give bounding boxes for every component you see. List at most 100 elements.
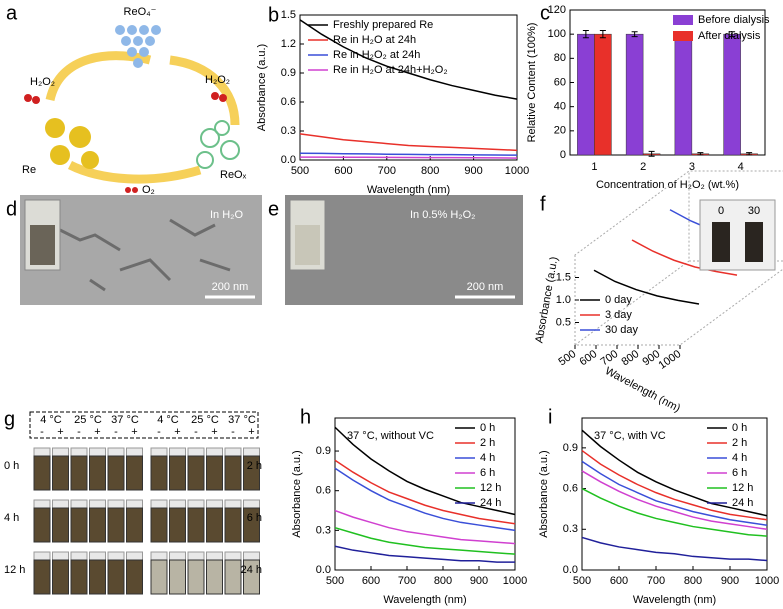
- plot-frame: [334, 417, 516, 571]
- legend-label: 2 h: [732, 437, 747, 449]
- sign-label: -: [194, 426, 198, 438]
- vial-body: [150, 455, 168, 491]
- x-tick-label: 800: [684, 575, 702, 587]
- temp-label: 37 °C: [111, 414, 139, 426]
- vial-body: [243, 455, 260, 491]
- sign-label: +: [57, 426, 63, 438]
- bar: [577, 33, 595, 156]
- sign-label: +: [211, 426, 217, 438]
- series-plane: [631, 239, 738, 276]
- x-axis-label: Wavelength (nm): [603, 365, 682, 415]
- temp-label: 25 °C: [191, 414, 219, 426]
- series-line: [581, 470, 768, 531]
- vial-body: [89, 455, 106, 491]
- vial-cap: [206, 499, 223, 509]
- y-tick-label: 0.6: [281, 96, 296, 108]
- panel-letter: c: [540, 2, 550, 24]
- y-tick-label: 1.2: [281, 38, 296, 50]
- vial-body: [89, 507, 106, 543]
- x-axis-label: Concentration of H₂O₂ (wt.%): [596, 179, 739, 191]
- x-tick-label: 700: [378, 165, 396, 177]
- y-tick-label: 80: [554, 52, 566, 64]
- scale-label: 200 nm: [212, 281, 249, 293]
- error-bar: [697, 152, 704, 156]
- vial-cap: [52, 551, 69, 561]
- y-tick-label: 60: [554, 76, 566, 88]
- label: ReO₄⁻: [124, 6, 157, 18]
- vial-cap: [169, 551, 186, 561]
- label: In 0.5% H₂O₂: [410, 209, 475, 221]
- y-tick-label: 40: [554, 101, 566, 113]
- series-line: [581, 429, 768, 517]
- scale-label: 200 nm: [467, 281, 504, 293]
- legend-label: Before dialysis: [698, 14, 770, 26]
- series-line: [299, 152, 518, 156]
- temp-label: 37 °C: [228, 414, 256, 426]
- legend-label: Re in H₂O₂ at 24h: [333, 49, 420, 61]
- legend-label: 4 h: [480, 452, 495, 464]
- vial-cap: [224, 447, 242, 457]
- vial-body: [52, 455, 69, 491]
- series-line: [581, 536, 768, 562]
- y-tick-label: 120: [548, 4, 566, 16]
- legend-label: Re in H₂O at 24h+H₂O₂: [333, 64, 448, 76]
- y-tick-label: 0.3: [316, 524, 331, 536]
- sign-label: +: [94, 426, 100, 438]
- series-line: [581, 460, 768, 526]
- vial-cap: [243, 447, 260, 457]
- vial-cap: [70, 499, 88, 509]
- vial-body: [33, 455, 51, 491]
- vial-body: [224, 455, 242, 491]
- vial-body: [224, 559, 242, 595]
- x-tick-label: 500: [291, 165, 309, 177]
- sign-label: -: [157, 426, 161, 438]
- vial-body: [206, 507, 223, 543]
- legend-label: 24 h: [480, 497, 501, 509]
- vial-body: [169, 507, 186, 543]
- vial-body: [52, 507, 69, 543]
- panel-letter: b: [268, 4, 279, 26]
- vial: [745, 222, 763, 262]
- x-tick-label: 600: [610, 575, 628, 587]
- y-tick-label: 1.0: [556, 294, 571, 306]
- vial-cap: [126, 499, 143, 509]
- y-tick-label: 1.5: [281, 9, 296, 21]
- legend-label: 30 day: [605, 324, 639, 336]
- y-tick-label: 0.9: [281, 67, 296, 79]
- x-tick-label: 1000: [505, 165, 529, 177]
- vial-body: [126, 559, 143, 595]
- vial-cap: [52, 499, 69, 509]
- vial-cap: [150, 551, 168, 561]
- vial-body: [169, 455, 186, 491]
- vial-body: [187, 507, 205, 543]
- x-tick-label: 800: [619, 348, 641, 368]
- y-tick-label: 0.3: [563, 523, 578, 535]
- plot-frame: [299, 14, 518, 161]
- y-tick-label: 1.5: [556, 271, 571, 283]
- vial-cap: [169, 447, 186, 457]
- y-tick-label: 0.9: [316, 445, 331, 457]
- series-line: [299, 19, 518, 100]
- x-tick-label: 700: [647, 575, 665, 587]
- vial-cap: [33, 499, 51, 509]
- vial-cap: [107, 551, 125, 561]
- time-label: 24 h: [241, 564, 262, 576]
- series-line: [334, 459, 516, 525]
- bar: [594, 33, 612, 156]
- legend-label: 6 h: [732, 467, 747, 479]
- vial-body: [150, 559, 168, 595]
- label: In H₂O: [210, 209, 243, 221]
- x-tick-label: 1: [591, 161, 597, 173]
- error-bar: [729, 31, 736, 38]
- error-bar: [648, 150, 655, 157]
- time-label: 0 h: [4, 460, 19, 472]
- panel-letter: e: [268, 198, 279, 220]
- error-bar: [599, 30, 606, 39]
- x-tick-label: 500: [556, 348, 578, 368]
- series-line: [300, 156, 518, 159]
- x-tick-label: 700: [398, 575, 416, 587]
- temp-label: 4 °C: [40, 414, 62, 426]
- plot-frame: [581, 417, 768, 571]
- series-line: [334, 509, 516, 545]
